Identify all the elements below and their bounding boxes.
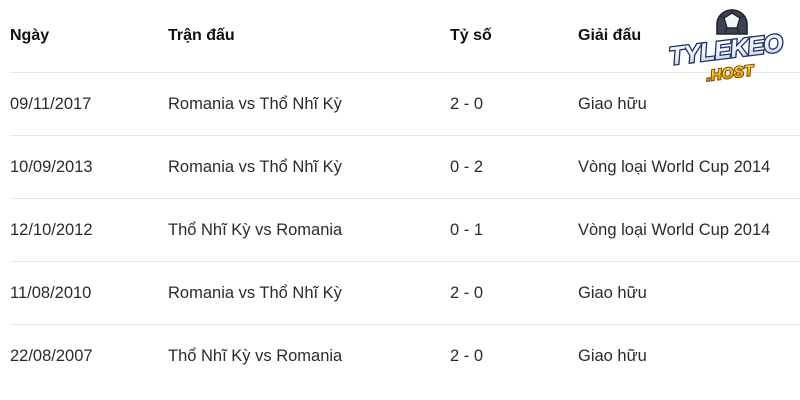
cell-match: Romania vs Thổ Nhĩ Kỳ <box>168 157 342 176</box>
cell-match: Thổ Nhĩ Kỳ vs Romania <box>168 220 343 239</box>
column-header-league: Giải đấu <box>578 27 642 45</box>
cell-league: Giao hữu <box>578 94 647 113</box>
cell-score: 0 - 2 <box>450 157 484 176</box>
cell-score: 2 - 0 <box>450 346 484 365</box>
cell-date: 11/08/2010 <box>10 283 92 302</box>
column-header-score: Tỷ số <box>450 27 492 45</box>
table-row[interactable]: 10/09/2013 Romania vs Thổ Nhĩ Kỳ 0 - 2 V… <box>0 136 800 199</box>
cell-score: 0 - 1 <box>450 220 484 239</box>
table-row[interactable]: 11/08/2010 Romania vs Thổ Nhĩ Kỳ 2 - 0 G… <box>0 262 800 325</box>
table-header-row: Ngày Trận đấu Tỷ số Giải đấu <box>0 0 800 73</box>
table-row[interactable]: 09/11/2017 Romania vs Thổ Nhĩ Kỳ 2 - 0 G… <box>0 73 800 136</box>
cell-score: 2 - 0 <box>450 283 484 302</box>
cell-league: Giao hữu <box>578 283 647 302</box>
cell-score: 2 - 0 <box>450 94 484 113</box>
cell-date: 22/08/2007 <box>10 346 93 365</box>
column-header-date: Ngày <box>10 27 50 45</box>
table-row[interactable]: 12/10/2012 Thổ Nhĩ Kỳ vs Romania 0 - 1 V… <box>0 199 800 262</box>
table-row[interactable]: 22/08/2007 Thổ Nhĩ Kỳ vs Romania 2 - 0 G… <box>0 325 800 388</box>
column-header-match: Trận đấu <box>168 27 235 45</box>
cell-match: Romania vs Thổ Nhĩ Kỳ <box>168 283 342 302</box>
cell-date: 12/10/2012 <box>10 220 93 239</box>
cell-date: 10/09/2013 <box>10 157 93 176</box>
cell-league: Vòng loại World Cup 2014 <box>578 157 771 176</box>
cell-match: Thổ Nhĩ Kỳ vs Romania <box>168 346 343 365</box>
cell-date: 09/11/2017 <box>10 94 92 113</box>
cell-league: Vòng loại World Cup 2014 <box>578 220 771 239</box>
cell-league: Giao hữu <box>578 346 647 365</box>
cell-match: Romania vs Thổ Nhĩ Kỳ <box>168 94 342 113</box>
